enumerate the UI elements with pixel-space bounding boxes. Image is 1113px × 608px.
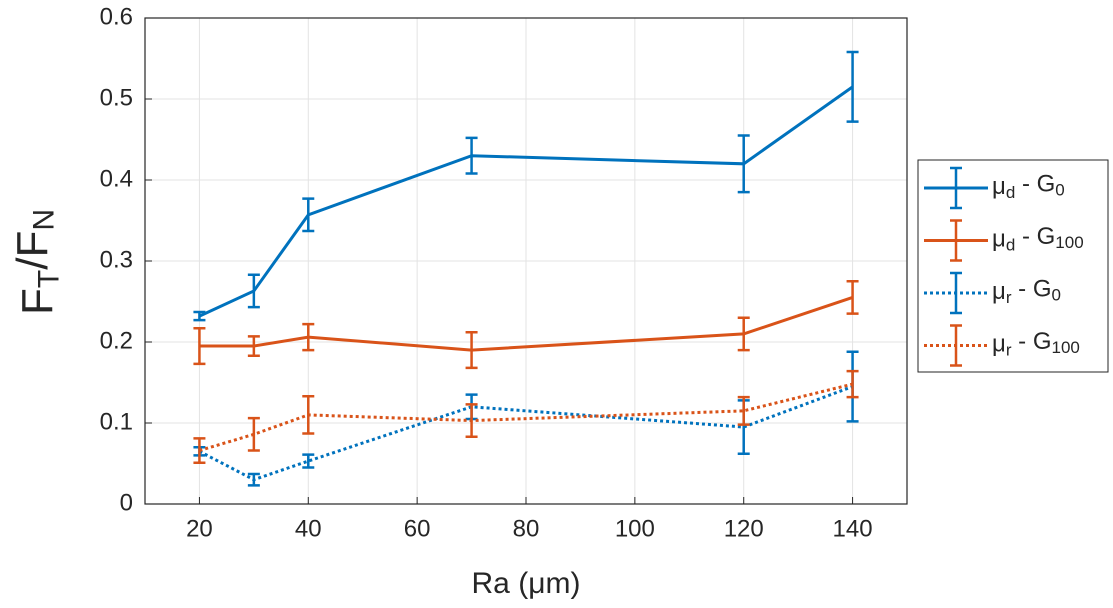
y-tick-label: 0.5 <box>100 84 133 111</box>
axes-box <box>144 17 908 505</box>
y-tick-label: 0.6 <box>100 3 133 30</box>
error-bar <box>302 395 315 435</box>
x-tick-label: 120 <box>724 515 764 542</box>
y-tick-label: 0 <box>120 489 133 516</box>
y-tick-label: 0.1 <box>100 408 133 435</box>
series-line <box>198 385 854 482</box>
x-tick-label: 140 <box>833 515 873 542</box>
error-bar <box>846 369 859 399</box>
legend-errorbar <box>950 271 962 315</box>
legend-label: μd - G100 <box>992 223 1084 255</box>
legend-box <box>917 159 1109 373</box>
error-bar <box>846 280 859 315</box>
error-bar <box>465 136 478 175</box>
legend-label: μd - G0 <box>992 171 1065 203</box>
x-tick-label: 100 <box>615 515 655 542</box>
y-axis-label: FT/FN <box>8 209 66 315</box>
error-bar <box>247 416 260 452</box>
error-bar <box>247 273 260 309</box>
error-bar <box>846 50 859 123</box>
error-bar <box>193 326 206 366</box>
x-axis-label: Ra (μm) <box>472 567 581 600</box>
legend-label: μr - G0 <box>992 276 1061 308</box>
legend-errorbar <box>950 166 962 210</box>
error-bar <box>737 316 750 352</box>
error-bar <box>247 472 260 487</box>
error-bar <box>302 453 315 469</box>
series-line <box>199 296 854 352</box>
error-bar <box>465 403 478 439</box>
x-tick-label: 40 <box>295 515 322 542</box>
error-bar <box>247 335 260 358</box>
series-line <box>198 85 854 318</box>
error-bar <box>193 310 206 322</box>
y-tick-label: 0.3 <box>100 246 133 273</box>
y-tick-label: 0.4 <box>100 165 133 192</box>
y-tick-label: 0.2 <box>100 327 133 354</box>
legend-label: μr - G100 <box>992 328 1080 360</box>
legend-errorbar <box>950 219 962 262</box>
error-bar <box>302 197 315 233</box>
x-tick-label: 80 <box>513 515 540 542</box>
error-bar <box>193 437 206 464</box>
x-tick-label: 60 <box>404 515 431 542</box>
error-bar <box>737 134 750 194</box>
error-bar <box>465 331 478 370</box>
error-bar <box>302 322 315 352</box>
x-tick-label: 20 <box>186 515 213 542</box>
error-bar <box>737 395 750 426</box>
legend-errorbar <box>950 324 962 367</box>
